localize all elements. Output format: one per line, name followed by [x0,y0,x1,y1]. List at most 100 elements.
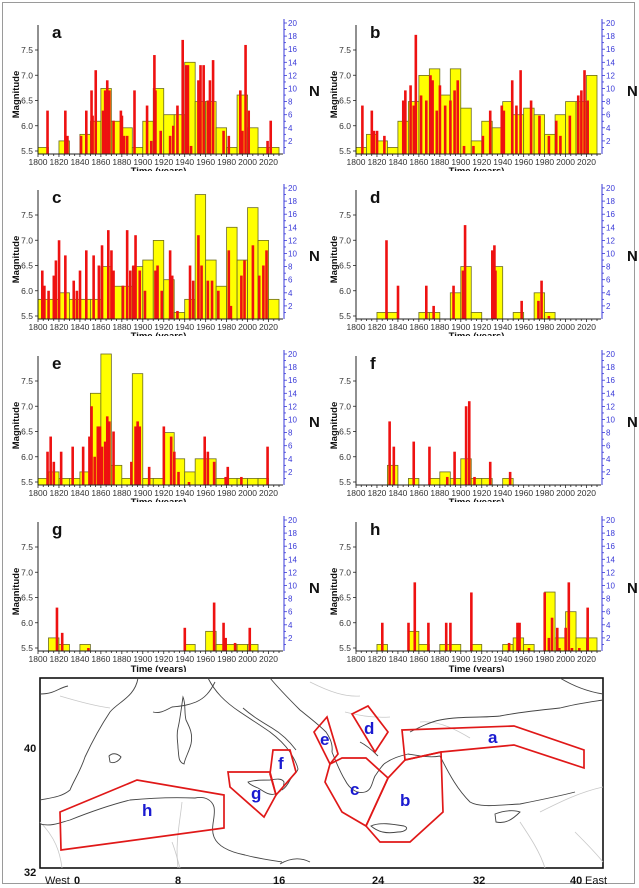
panel-letter: f [370,354,376,373]
y-tick-label: 5.5 [339,477,351,487]
x-tick-label: 1900 [133,157,152,167]
decade-count-bar [215,127,228,155]
x-tick-label: 1940 [175,654,194,664]
x-tick-label: 1800 [29,322,48,332]
y-tick-label: 7.0 [339,567,351,577]
magnitude-bar [134,235,137,319]
n-tick-label: 10 [606,85,615,94]
n-tick-label: 10 [288,582,297,591]
panel-letter: a [52,23,62,42]
decade-count-bar [268,298,280,320]
magnitude-bar [383,135,386,154]
x-tick-label: 1800 [29,157,48,167]
decade-count-bar [470,312,483,320]
magnitude-bar [112,120,115,154]
magnitude-bar [461,270,465,319]
n-tick-label: 4 [606,621,611,630]
lon-label-0: 0 [74,875,80,887]
lat-label-32: 32 [24,867,36,879]
magnitude-bar [125,135,129,154]
magnitude-bar [160,290,164,319]
x-tick-label: 1860 [91,157,110,167]
n-tick-label: 8 [288,595,293,604]
magnitude-bar [559,135,562,154]
panel-letter: g [52,520,62,539]
y-tick-label: 5.5 [339,311,351,321]
x-tick-label: 2020 [259,488,278,498]
magnitude-bar [239,90,242,154]
magnitude-bar [49,436,52,485]
x-tick-label: 1800 [347,322,366,332]
magnitude-bar [224,637,227,651]
magnitude-bar [518,622,521,651]
y-tick-label: 6.0 [21,618,33,628]
n-tick-label: 4 [606,455,611,464]
n-tick-label: 20 [606,350,615,359]
lon-label-8: 8 [175,875,181,887]
x-tick-label: 1800 [347,654,366,664]
map-frame [39,677,604,869]
x-tick-label: 1820 [367,322,386,332]
n-tick-label: 12 [288,71,297,80]
x-tick-label: 1960 [196,157,215,167]
x-tick-label: 1920 [472,654,491,664]
magnitude-bar [103,441,107,485]
magnitude-bar [189,145,193,154]
magnitude-bar [519,70,522,154]
n-tick-label: 2 [288,634,293,643]
magnitude-bar [212,461,216,485]
magnitude-bar [206,100,210,154]
magnitude-bar [449,100,452,154]
magnitude-bar [149,140,153,154]
magnitude-bar [224,476,227,485]
n-tick-label: 6 [606,442,611,451]
magnitude-bar [527,648,531,651]
magnitude-bar [396,285,400,319]
magnitude-bar [94,70,98,154]
x-tick-label: 1980 [535,157,554,167]
magnitude-bar [435,110,439,154]
magnitude-bar [154,90,157,154]
x-tick-label: 2020 [259,322,278,332]
y-tick-label: 7.5 [21,45,33,55]
x-tick-label: 2000 [556,488,575,498]
x-tick-label: 1840 [388,654,407,664]
y-tick-label: 6.0 [339,452,351,462]
x-tick-label: 1980 [217,488,236,498]
n-tick-label: 18 [288,529,297,538]
magnitude-bar [122,135,126,154]
magnitude-bar [211,60,215,154]
magnitude-bar [431,80,434,154]
y-axis-title: Magnitude [11,568,22,616]
y-tick-label: 6.5 [21,427,33,437]
magnitude-bar [156,265,159,319]
magnitude-bar [92,255,95,319]
y-tick-label: 7.0 [339,401,351,411]
x-tick-label: 1980 [217,322,236,332]
magnitude-bar [375,130,379,154]
x-tick-label: 2000 [238,488,257,498]
decade-count-bar [418,312,430,320]
magnitude-bar [129,270,132,319]
region-b-polygon [364,750,444,843]
x-tick-label: 1820 [49,322,68,332]
magnitude-bar [133,90,136,154]
magnitude-bar [392,446,396,485]
magnitude-bar [191,280,195,319]
panel-c: 5.5 6.0 6.5 7.0 7.5 1800 1820 1840 1860 1880 1900 1… [2,168,320,336]
decade-count-bar [152,478,165,486]
lon-label-40: 40 [570,875,582,887]
magnitude-bar [427,622,430,651]
decade-count-bar [470,478,483,486]
magnitude-bar [78,270,82,319]
x-tick-label: 1860 [91,654,110,664]
magnitude-bar [529,100,533,154]
n-tick-label: 14 [288,58,297,67]
decade-count-bar [58,644,70,652]
x-tick-label: 1960 [196,488,215,498]
magnitude-bar [266,140,269,154]
magnitude-bar [494,270,497,319]
n-tick-label: 12 [606,568,615,577]
